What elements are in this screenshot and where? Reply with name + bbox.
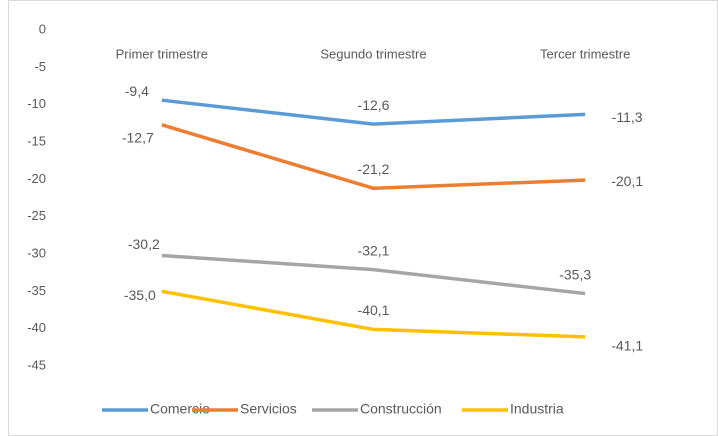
legend-label: Servicios: [240, 401, 297, 417]
data-label: -12,7: [122, 130, 154, 146]
legend-label: Comercio: [150, 401, 210, 417]
legend-label: Industria: [510, 401, 564, 417]
y-tick-label: 0: [39, 21, 46, 36]
series-line: [161, 123, 586, 191]
chart-frame: [8, 0, 718, 436]
data-label: -9,4: [125, 83, 149, 99]
series-line: [161, 98, 586, 126]
y-tick-label: -25: [27, 208, 46, 223]
data-label: -30,2: [128, 236, 160, 252]
y-tick-label: -45: [27, 357, 46, 372]
data-label: -41,1: [611, 338, 643, 354]
data-label: -11,3: [612, 109, 643, 125]
y-tick-label: -5: [34, 59, 46, 74]
y-tick-label: -30: [27, 245, 46, 260]
x-tick-label: Segundo trimestre: [320, 46, 426, 61]
data-label: -12,6: [358, 97, 390, 113]
y-tick-label: -35: [27, 283, 46, 298]
legend-label: Construcción: [360, 401, 442, 417]
y-tick-label: -10: [27, 96, 46, 111]
y-tick-label: -40: [27, 320, 46, 335]
data-label: -21,2: [358, 161, 390, 177]
x-tick-label: Primer trimestre: [116, 46, 208, 61]
y-tick-label: -20: [27, 171, 46, 186]
data-label: -20,1: [611, 173, 643, 189]
data-label: -35,3: [559, 266, 591, 282]
data-label: -40,1: [358, 302, 390, 318]
series-line: [161, 289, 586, 339]
series-line: [161, 253, 586, 296]
x-tick-label: Tercer trimestre: [540, 46, 630, 61]
data-label: -32,1: [358, 242, 390, 258]
data-label: -35,0: [124, 287, 156, 303]
y-tick-label: -15: [27, 133, 46, 148]
